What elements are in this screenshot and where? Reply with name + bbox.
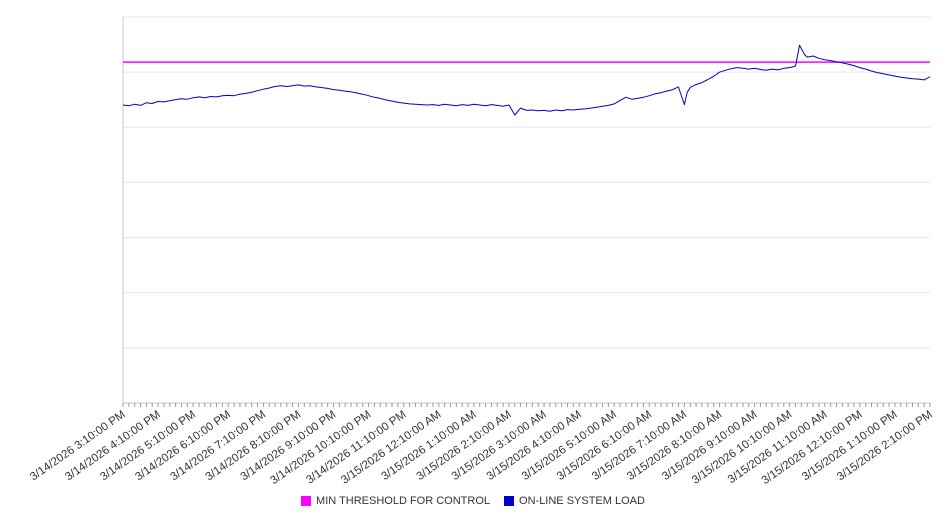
- legend-label-min-threshold: MIN THRESHOLD FOR CONTROL: [316, 495, 491, 507]
- system-load-line: [122, 44, 931, 116]
- legend-item-system-load: ON-LINE SYSTEM LOAD: [504, 495, 645, 507]
- legend-item-min-threshold: MIN THRESHOLD FOR CONTROL: [301, 495, 490, 507]
- legend-swatch-min-threshold-icon: [301, 496, 312, 506]
- legend: MIN THRESHOLD FOR CONTROL ON-LINE SYSTEM…: [0, 495, 946, 507]
- legend-swatch-system-load-icon: [504, 496, 515, 506]
- legend-label-system-load: ON-LINE SYSTEM LOAD: [519, 495, 645, 507]
